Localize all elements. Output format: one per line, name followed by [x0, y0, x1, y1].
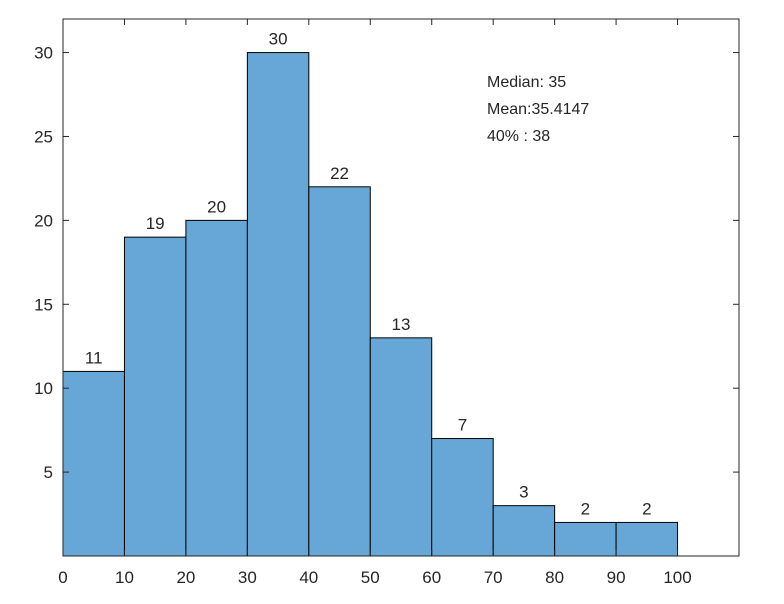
- x-tick-label: 70: [484, 568, 503, 587]
- bar-data-label: 2: [581, 499, 590, 518]
- y-tick-label: 25: [34, 127, 53, 146]
- x-tick-label: 30: [238, 568, 257, 587]
- percentile-annotation: 40% : 38: [487, 128, 550, 145]
- bar-data-label: 20: [207, 197, 226, 216]
- bar-data-label: 30: [269, 30, 288, 49]
- bar-data-label: 19: [146, 214, 165, 233]
- y-tick-label: 30: [34, 44, 53, 63]
- x-tick-label: 100: [663, 568, 691, 587]
- bar-data-label: 7: [458, 416, 467, 435]
- bar-data-label: 3: [519, 483, 528, 502]
- histogram-bar: [123, 236, 187, 557]
- y-tick-label: 5: [44, 463, 53, 482]
- y-tick-label: 20: [34, 211, 53, 230]
- x-tick-label: 0: [58, 568, 67, 587]
- stats-annotation: Median: 35 Mean:35.4147 40% : 38: [487, 74, 589, 145]
- bars-layer: [62, 52, 679, 557]
- histogram-bar: [185, 219, 248, 557]
- axes-layer: [62, 18, 740, 557]
- mean-annotation: Mean:35.4147: [487, 101, 589, 118]
- bar-data-label: 13: [392, 315, 411, 334]
- histogram-bar: [431, 438, 494, 557]
- x-tick-label: 20: [176, 568, 195, 587]
- histogram-bar: [369, 337, 433, 557]
- bar-data-label: 2: [642, 499, 651, 518]
- plot-frame: [62, 18, 740, 557]
- bar-data-label: 22: [330, 164, 349, 183]
- x-tick-label: 90: [607, 568, 626, 587]
- histogram-bar: [554, 521, 617, 557]
- bar-data-label: 11: [85, 348, 103, 367]
- histogram-bar: [246, 52, 310, 557]
- x-tick-label: 60: [422, 568, 441, 587]
- x-tick-label: 80: [545, 568, 564, 587]
- histogram-bar: [492, 505, 556, 557]
- median-annotation: Median: 35: [487, 74, 566, 91]
- x-tick-label: 50: [361, 568, 380, 587]
- y-tick-label: 10: [34, 379, 53, 398]
- histogram-bar: [62, 370, 125, 557]
- x-tick-label: 40: [299, 568, 318, 587]
- histogram-bar: [308, 186, 371, 557]
- x-tick-label: 10: [115, 568, 134, 587]
- histogram-bar: [615, 521, 679, 557]
- y-tick-label: 15: [34, 295, 53, 314]
